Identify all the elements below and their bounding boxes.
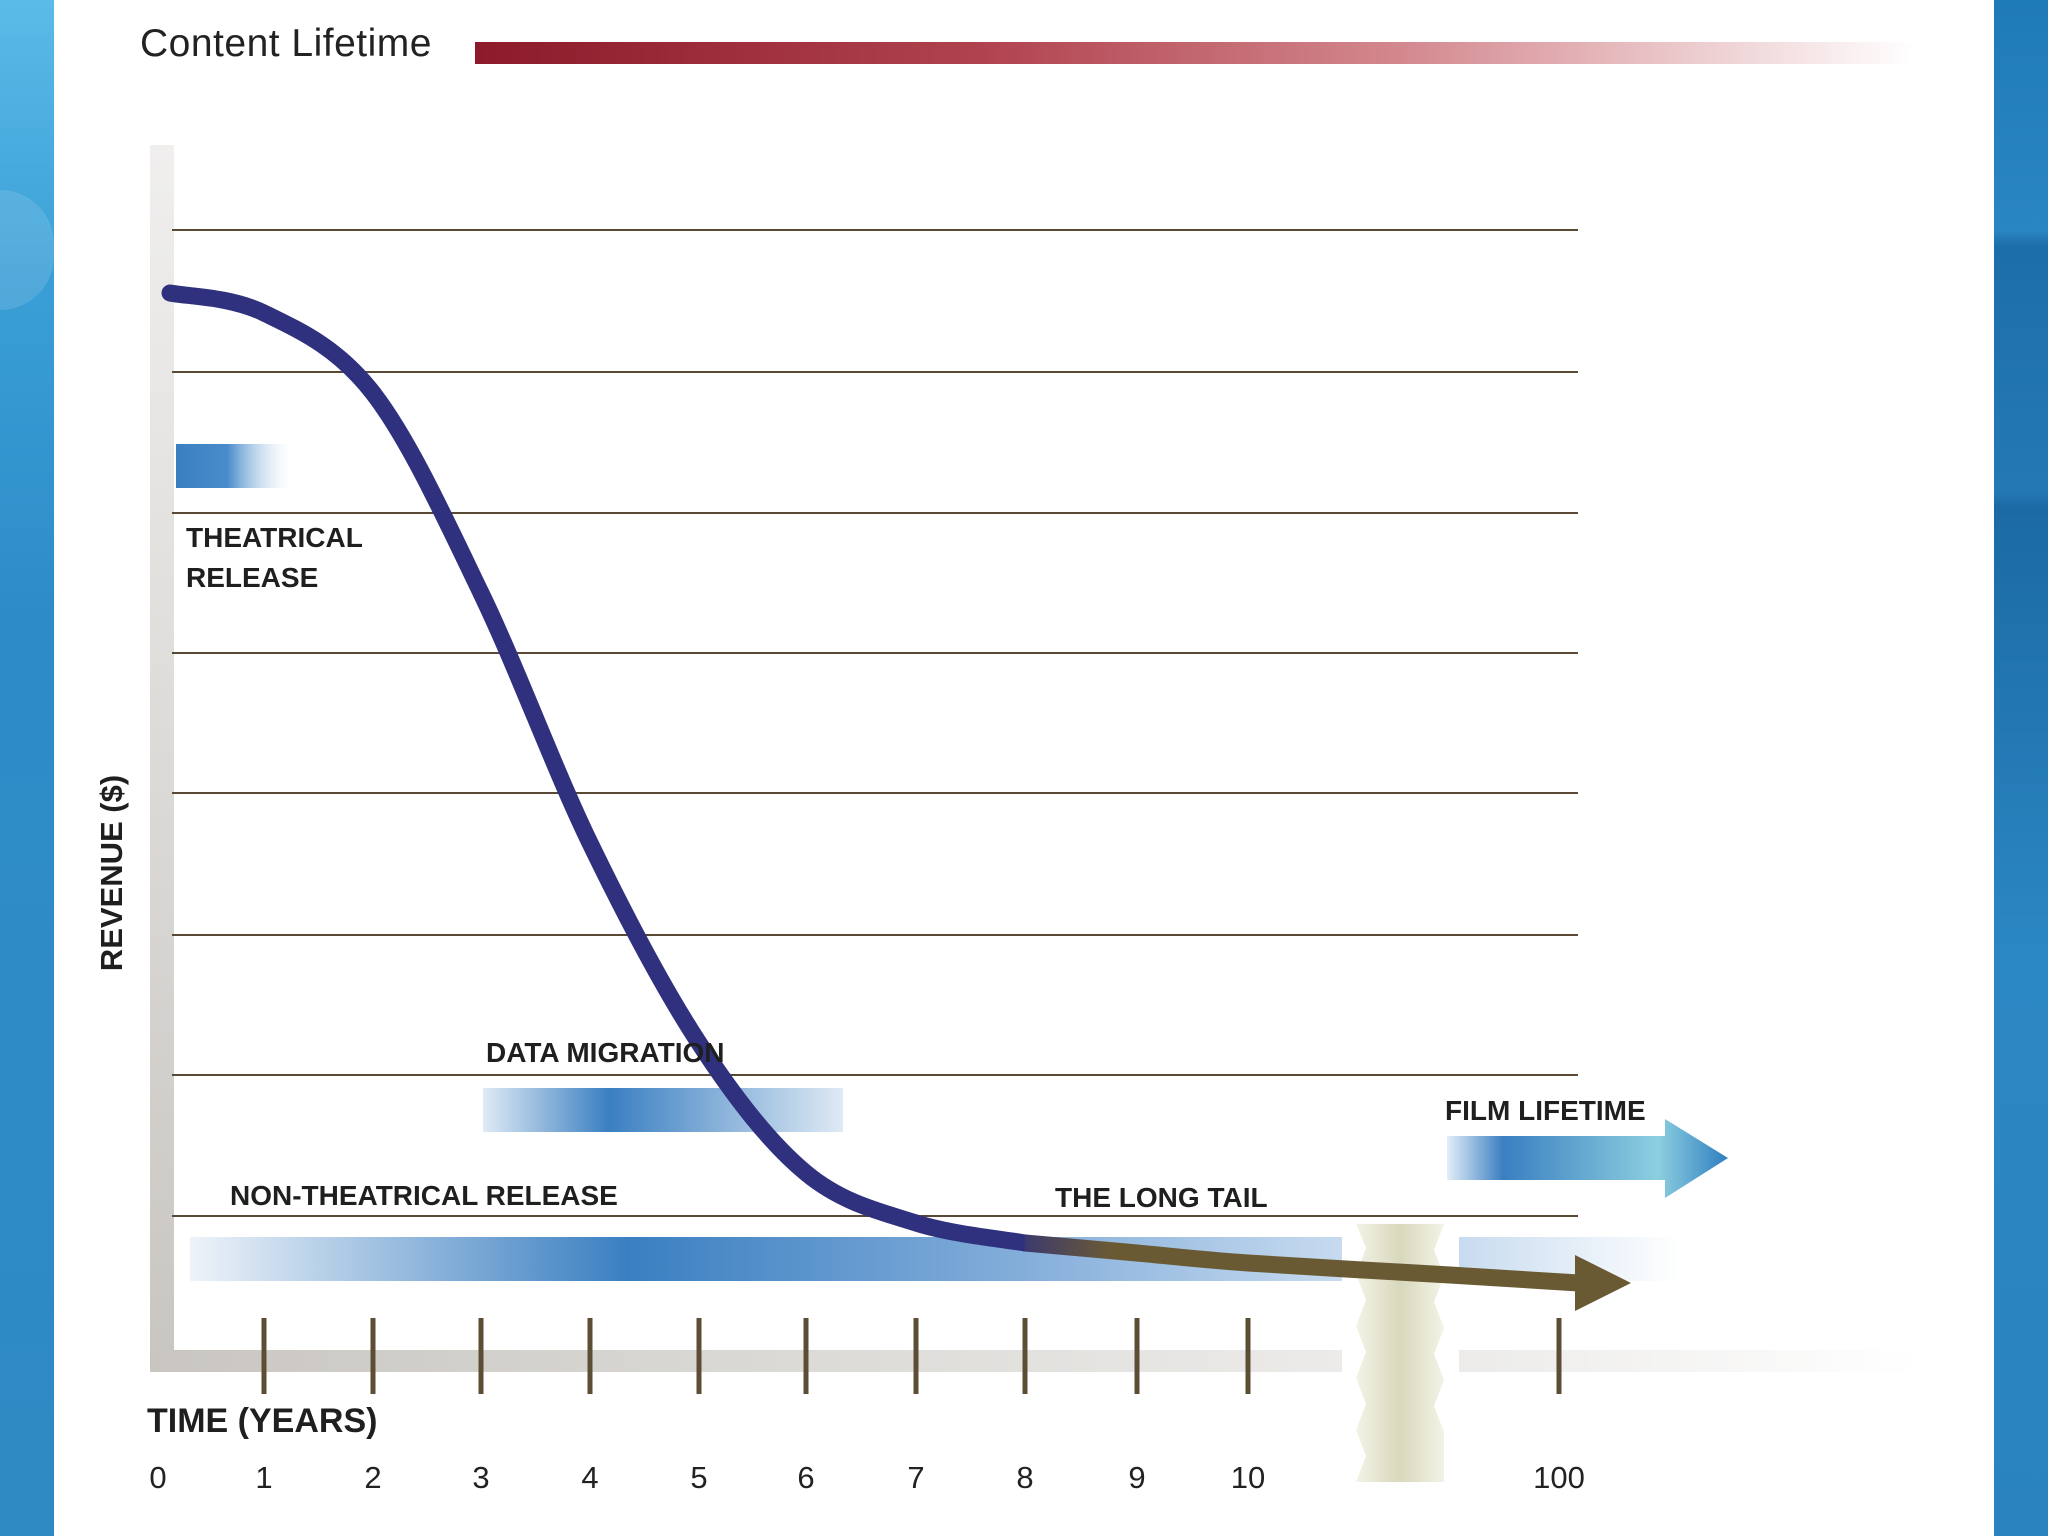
film-lifetime-arrow bbox=[1447, 1119, 1728, 1198]
x-tick-label: 4 bbox=[581, 1460, 598, 1495]
x-axis-title: TIME (YEARS) bbox=[147, 1402, 377, 1440]
x-axis-continued bbox=[1459, 1350, 1919, 1372]
x-tick-label: 7 bbox=[907, 1460, 924, 1495]
x-tick-label: 1 bbox=[255, 1460, 272, 1495]
x-tick-label: 3 bbox=[472, 1460, 489, 1495]
revenue-curve bbox=[161, 284, 1034, 1252]
y-axis-title: REVENUE ($) bbox=[94, 775, 129, 971]
theatrical-release-label-line-2: RELEASE bbox=[186, 562, 318, 593]
x-tick-label: 10 bbox=[1231, 1460, 1265, 1495]
theatrical-release-label-line-1: THEATRICAL bbox=[186, 522, 363, 553]
right-decorative-band bbox=[1994, 0, 2048, 1536]
x-tick-label: 5 bbox=[690, 1460, 707, 1495]
x-tick-label: 2 bbox=[364, 1460, 381, 1495]
theatrical-release-bar bbox=[176, 444, 291, 488]
x-tick-label: 100 bbox=[1533, 1460, 1585, 1495]
long-tail-curve bbox=[1024, 1234, 1580, 1292]
data-migration-bar bbox=[483, 1088, 843, 1132]
x-axis bbox=[150, 1350, 1342, 1372]
long-tail-arrowhead bbox=[1575, 1255, 1631, 1311]
long-tail-label: THE LONG TAIL bbox=[1055, 1182, 1268, 1213]
chart-title: Content Lifetime bbox=[140, 22, 432, 65]
x-tick-label: 6 bbox=[797, 1460, 814, 1495]
x-tick-label: 8 bbox=[1016, 1460, 1033, 1495]
title-rule bbox=[475, 42, 1915, 64]
axis-break bbox=[1356, 1224, 1444, 1482]
left-decorative-band bbox=[0, 0, 54, 1536]
non-theatrical-release-label: NON-THEATRICAL RELEASE bbox=[230, 1180, 618, 1211]
data-migration-label: DATA MIGRATION bbox=[486, 1037, 724, 1068]
y-axis bbox=[150, 145, 174, 1370]
x-tick-label: 0 bbox=[149, 1460, 166, 1495]
x-tick-label: 9 bbox=[1128, 1460, 1145, 1495]
film-lifetime-label: FILM LIFETIME bbox=[1445, 1095, 1646, 1126]
